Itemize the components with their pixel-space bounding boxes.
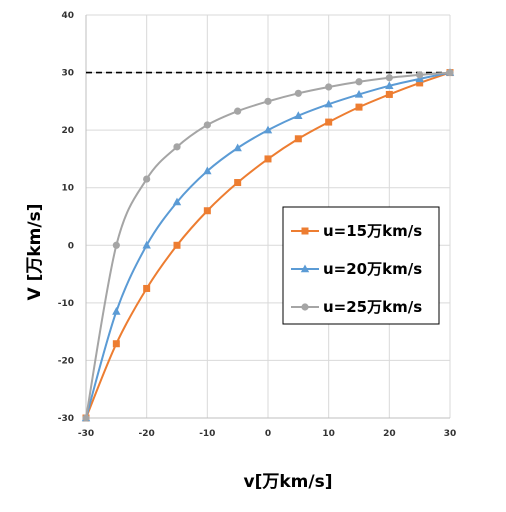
data-point: [173, 143, 181, 151]
data-point: [233, 143, 242, 152]
data-point: [294, 111, 303, 119]
legend-label: u=25万km/s: [323, 298, 422, 316]
data-point: [112, 241, 120, 249]
data-point: [172, 197, 182, 206]
series-layer: [81, 68, 455, 422]
x-tick-label: 10: [322, 429, 335, 439]
data-point: [325, 118, 333, 126]
data-point: [173, 241, 181, 249]
x-tick-label: -10: [199, 429, 215, 439]
data-point: [234, 179, 242, 187]
x-tick-label: -30: [78, 429, 94, 439]
data-point: [234, 107, 242, 115]
data-point: [112, 306, 121, 315]
tick-labels: -30 -20 -10 0 10 20 30 -30 -20 -10 0 10 20 30 40: [58, 11, 457, 439]
data-point: [354, 89, 364, 98]
y-tick-label: 0: [68, 241, 74, 251]
data-point: [385, 74, 393, 82]
y-tick-label: 20: [61, 126, 74, 136]
data-point: [324, 99, 333, 108]
x-tick-label: -20: [139, 429, 155, 439]
data-point: [385, 81, 394, 90]
data-point: [82, 414, 90, 422]
legend-label: u=15万km/s: [323, 222, 422, 240]
series-3: [82, 68, 454, 422]
data-point: [203, 207, 211, 215]
y-tick-label: 30: [61, 69, 74, 79]
data-point: [112, 340, 120, 348]
legend-label: u=20万km/s: [323, 260, 422, 278]
legend: u=15万km/s u=20万km/s u=25万km/s: [282, 206, 440, 325]
data-point: [263, 125, 273, 134]
y-tick-label: -30: [58, 414, 74, 424]
legend-item-3: u=25万km/s: [291, 298, 422, 316]
data-point: [203, 166, 212, 175]
data-point: [355, 78, 363, 86]
data-point: [446, 68, 454, 77]
x-tick-label: 30: [444, 429, 457, 439]
data-point: [203, 121, 211, 129]
data-point: [264, 155, 272, 163]
data-point: [416, 79, 424, 87]
legend-marker: [301, 227, 309, 235]
data-point: [325, 83, 333, 91]
y-tick-label: -10: [58, 299, 74, 309]
x-tick-label: 20: [383, 429, 396, 439]
y-tick-label: 10: [61, 184, 74, 194]
data-point: [142, 240, 151, 249]
axes: [85, 15, 450, 419]
y-tick-label: 40: [61, 11, 74, 21]
data-point: [143, 284, 151, 292]
data-point: [294, 135, 302, 143]
y-tick-label: -20: [58, 356, 74, 366]
data-point: [264, 97, 272, 105]
legend-box: [282, 206, 440, 325]
legend-marker: [301, 303, 309, 311]
legend-item-2: u=20万km/s: [291, 260, 422, 278]
x-tick-label: 0: [265, 429, 271, 439]
x-axis-title: v[万km/s]: [244, 472, 333, 492]
data-point: [385, 90, 393, 98]
data-point: [355, 103, 363, 111]
legend-marker: [300, 264, 310, 273]
legend-item-1: u=15万km/s: [291, 222, 422, 240]
data-point: [143, 175, 151, 183]
data-point: [416, 71, 424, 79]
y-axis-title: V [万km/s]: [25, 204, 45, 301]
data-point: [294, 89, 302, 97]
